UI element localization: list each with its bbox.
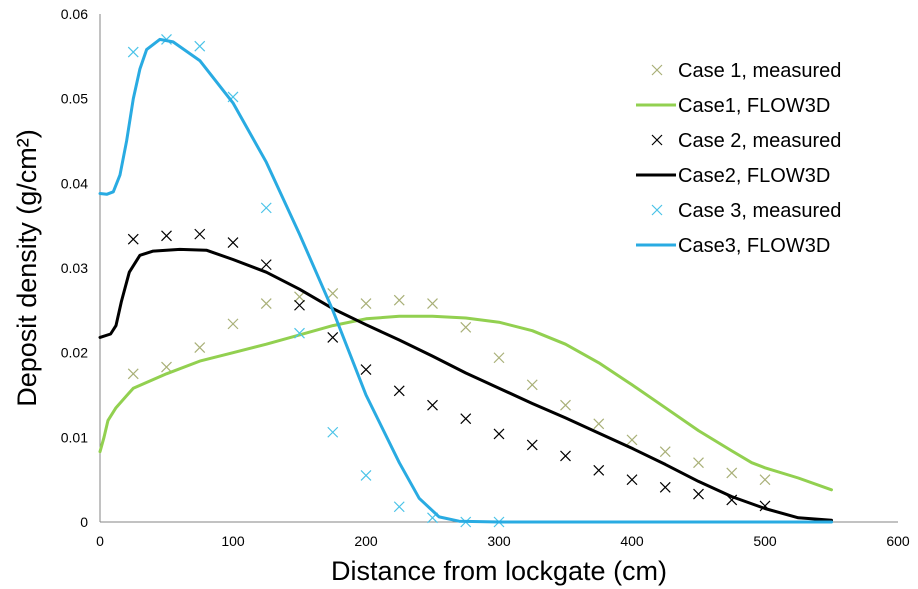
data-point	[626, 434, 638, 446]
data-point	[693, 488, 704, 500]
data-point	[294, 299, 305, 311]
data-point	[360, 470, 372, 481]
data-point	[194, 40, 206, 52]
y-tick-label: 0	[80, 514, 88, 530]
legend-item: Case2, FLOW3D	[636, 165, 830, 187]
data-point	[227, 237, 239, 249]
data-point	[327, 332, 339, 343]
legend-label: Case2, FLOW3D	[678, 165, 830, 187]
legend-marker-swatch	[651, 64, 663, 76]
data-point	[427, 298, 438, 309]
legend-marker-swatch	[651, 204, 663, 216]
series-4	[98, 247, 833, 522]
y-tick-label: 0.01	[61, 429, 88, 445]
legend-label: Case 3, measured	[678, 200, 841, 222]
data-point	[659, 481, 671, 493]
legend-item: Case1, FLOW3D	[636, 95, 830, 117]
legend-item: Case3, FLOW3D	[636, 235, 830, 257]
legend-item: Case 1, measured	[651, 60, 841, 82]
x-tick-label: 0	[96, 533, 104, 549]
series-6	[98, 37, 833, 524]
data-point	[227, 318, 239, 330]
axes	[99, 14, 898, 523]
x-tick-label: 200	[354, 533, 378, 549]
series-line	[98, 247, 833, 522]
data-point	[693, 457, 704, 469]
data-point	[626, 474, 638, 486]
x-axis-title: Distance from lockgate (cm)	[331, 556, 667, 586]
series-3	[127, 228, 771, 512]
data-point	[360, 298, 372, 309]
data-point	[294, 327, 305, 339]
series-1	[127, 287, 771, 486]
data-point	[427, 399, 438, 411]
legend-item: Case 3, measured	[651, 200, 841, 222]
data-point	[327, 287, 339, 299]
legend-marker-swatch	[651, 134, 663, 146]
legend-label: Case 2, measured	[678, 130, 841, 152]
data-point	[194, 228, 206, 240]
data-point	[360, 364, 372, 376]
data-point	[593, 464, 605, 476]
data-point	[161, 361, 172, 373]
data-point	[294, 291, 305, 303]
series-line	[98, 37, 833, 524]
data-point	[659, 446, 671, 458]
data-point	[127, 46, 139, 58]
x-tick-label: 400	[620, 533, 644, 549]
data-point	[460, 321, 472, 333]
legend-label: Case1, FLOW3D	[678, 95, 830, 117]
x-tick-label: 300	[487, 533, 511, 549]
data-point	[260, 298, 272, 309]
data-point	[460, 413, 472, 425]
data-point	[393, 294, 405, 306]
data-point	[260, 259, 272, 271]
data-point	[560, 450, 571, 462]
y-tick-label: 0.06	[61, 6, 88, 22]
x-tick-label: 600	[886, 533, 910, 549]
data-point	[393, 501, 405, 513]
series-2	[98, 314, 833, 492]
data-point	[593, 418, 605, 430]
series-5	[127, 33, 505, 528]
data-point	[194, 342, 206, 354]
y-tick-label: 0.04	[61, 175, 88, 191]
data-point	[726, 467, 738, 479]
data-point	[526, 439, 538, 451]
data-point	[560, 399, 571, 411]
y-axis-title: Deposit density (g/cm²)	[12, 129, 42, 407]
data-point	[493, 352, 505, 364]
data-point	[327, 426, 339, 438]
data-point	[759, 474, 771, 486]
data-point	[127, 368, 139, 380]
data-point	[493, 428, 505, 440]
legend: Case 1, measured Case1, FLOW3D Case 2, mea…	[636, 60, 841, 257]
x-tick-label: 100	[221, 533, 245, 549]
series-line	[98, 314, 833, 492]
data-point	[526, 379, 538, 391]
series-layer	[98, 33, 833, 528]
y-tick-label: 0.02	[61, 345, 88, 361]
y-axis-ticks: 0 0.01 0.02 0.03 0.04 0.05 0.06	[61, 6, 88, 530]
legend-label: Case 1, measured	[678, 60, 841, 82]
x-axis-ticks: 0 100 200 300 400 500 600	[96, 533, 910, 549]
legend-item: Case 2, measured	[651, 130, 841, 152]
y-tick-label: 0.03	[61, 260, 88, 276]
x-tick-label: 500	[753, 533, 777, 549]
y-tick-label: 0.05	[61, 91, 88, 107]
data-point	[260, 202, 272, 214]
data-point	[127, 233, 139, 245]
data-point	[393, 385, 405, 397]
legend-label: Case3, FLOW3D	[678, 235, 830, 257]
data-point	[161, 230, 172, 242]
